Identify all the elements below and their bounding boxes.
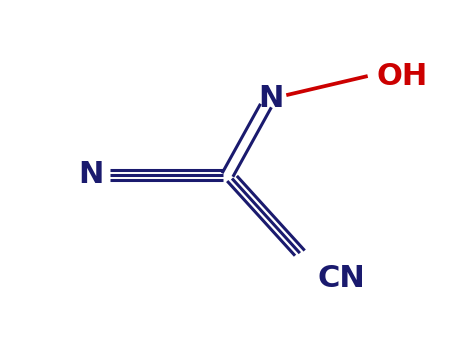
Text: N: N (258, 84, 283, 113)
Text: OH: OH (377, 62, 428, 91)
Text: CN: CN (318, 264, 366, 293)
Text: N: N (78, 161, 103, 189)
